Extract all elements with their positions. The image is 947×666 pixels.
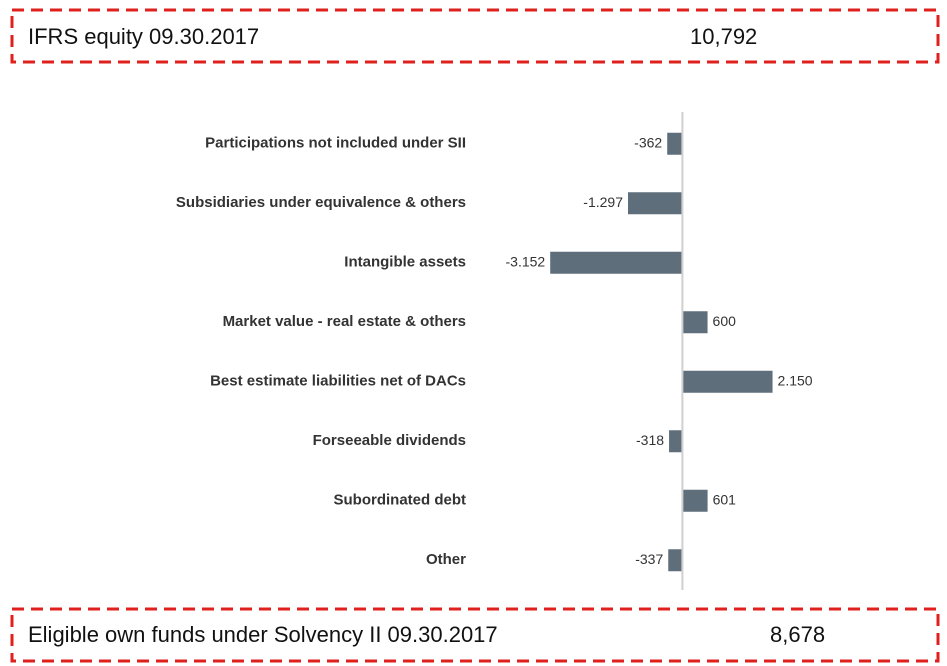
footer-value: 8,678 [770,622,825,647]
bar [667,132,683,155]
category-label: Participations not included under SII [205,135,466,152]
footer-box [10,607,940,663]
value-label: -1.297 [583,194,623,210]
value-label: -337 [635,551,663,567]
category-label: Other [426,551,466,568]
value-label: -3.152 [506,253,546,269]
chart: Participations not included under SII -36… [176,112,813,590]
bar [682,370,773,393]
header-label: IFRS equity 09.30.2017 [28,24,259,49]
footer-label: Eligible own funds under Solvency II 09.… [28,622,498,647]
bar [627,192,683,215]
category-label: Intangible assets [344,254,466,271]
value-label: -318 [636,432,664,448]
bar [550,251,683,274]
category-label: Subsidiaries under equivalence & others [176,194,466,211]
bar [669,430,683,453]
value-label: 601 [713,491,737,507]
bar [682,489,708,512]
header-value: 10,792 [690,24,757,49]
bar [668,549,683,572]
category-label: Subordinated debt [334,492,467,509]
value-label: 600 [713,313,737,329]
category-label: Market value - real estate & others [223,313,466,330]
category-label: Best estimate liabilities net of DACs [210,373,466,390]
value-label: -362 [634,134,662,150]
header-box [10,8,940,64]
value-label: 2.150 [778,372,813,388]
bar [682,311,708,334]
category-label: Forseeable dividends [313,432,466,449]
